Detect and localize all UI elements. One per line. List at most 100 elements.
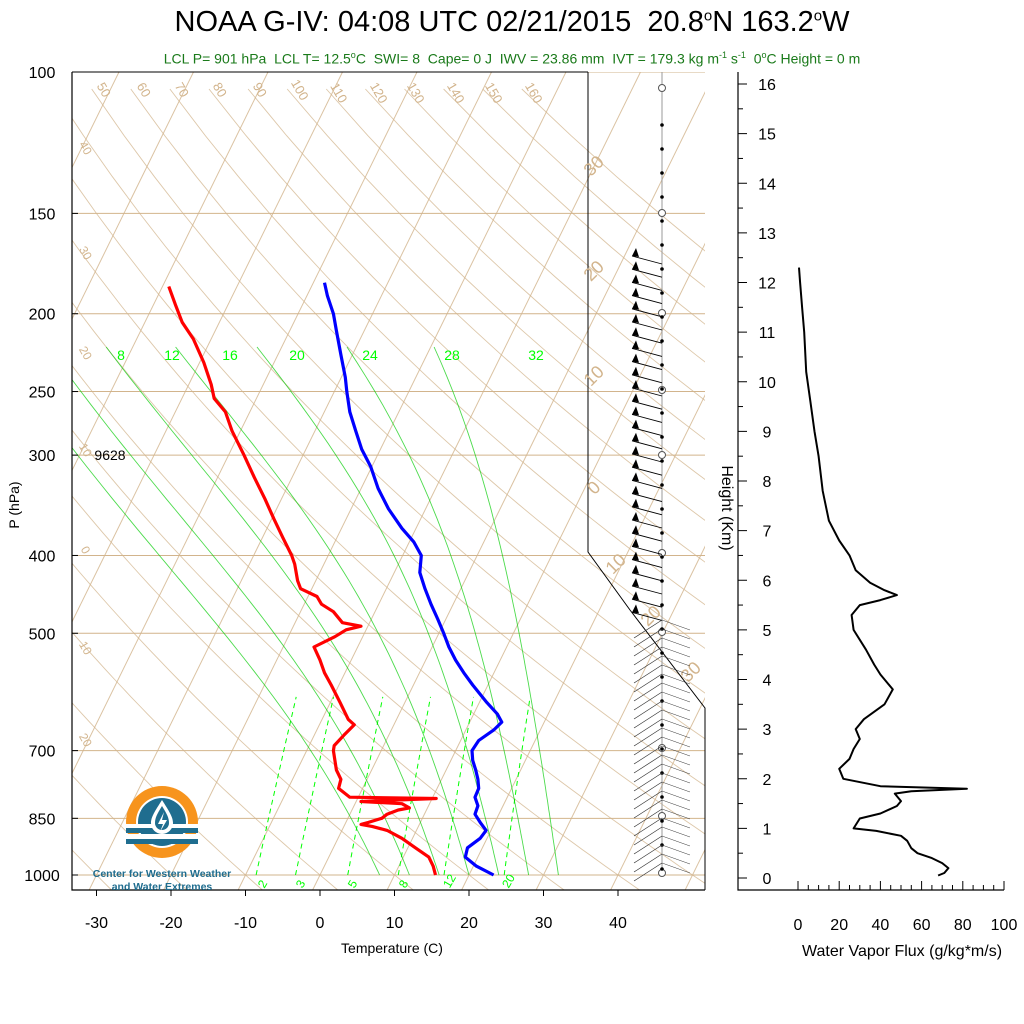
wind-barb-flag bbox=[632, 485, 639, 495]
wvf-x-tick-label: 80 bbox=[954, 917, 972, 934]
moist-adiabat bbox=[105, 346, 440, 876]
wind-barb bbox=[631, 347, 663, 357]
wind-barb-flag bbox=[632, 551, 639, 561]
wind-barb bbox=[661, 844, 691, 856]
logo-text-line-2: and Water Extremes bbox=[111, 881, 213, 893]
height-annotation: 9628 bbox=[94, 447, 125, 463]
dewpoint-profile bbox=[322, 282, 504, 877]
isotherm-label: 20 bbox=[76, 731, 95, 750]
height-tick-label: 6 bbox=[763, 573, 772, 590]
wind-barb bbox=[633, 781, 663, 801]
wind-barb bbox=[633, 763, 663, 783]
wind-barb bbox=[661, 691, 691, 703]
wind-barb bbox=[631, 453, 663, 463]
height-tick-label: 9 bbox=[763, 424, 772, 441]
wind-barb bbox=[633, 682, 663, 702]
barb-level-circle bbox=[658, 451, 666, 459]
temperature-profile bbox=[167, 285, 438, 876]
wind-barb bbox=[661, 745, 691, 757]
wind-barb-flag bbox=[632, 578, 639, 587]
isotherm-label: 20 bbox=[76, 344, 95, 363]
wind-barb bbox=[633, 637, 663, 657]
dry-adiabat-label: 160 bbox=[522, 80, 546, 106]
barb-level-dot bbox=[660, 603, 664, 607]
isotherm-label: 30 bbox=[580, 152, 608, 180]
wind-barb bbox=[631, 281, 663, 291]
height-axis-label: Height (Km) bbox=[718, 465, 735, 550]
wind-barb bbox=[631, 268, 663, 278]
wvf-frame bbox=[737, 72, 1004, 891]
mixing-ratio-label: 5 bbox=[345, 877, 361, 890]
mixing-ratio-label: 3 bbox=[293, 877, 309, 890]
isotherm-label: 0 bbox=[583, 477, 604, 498]
barb-level-circle bbox=[658, 84, 666, 92]
wind-barb-flag bbox=[632, 327, 639, 337]
wind-barb bbox=[633, 808, 663, 828]
barb-level-dot bbox=[660, 363, 664, 367]
x-axis-label: Temperature (C) bbox=[341, 940, 443, 956]
mixing-ratio-label: 32 bbox=[528, 347, 544, 363]
wind-barb bbox=[661, 700, 691, 712]
isotherm-line bbox=[312, 91, 705, 890]
wind-barb bbox=[631, 532, 663, 542]
chart-title: NOAA G-IV: 04:08 UTC 02/21/2015 20.8oN 1… bbox=[0, 6, 1024, 39]
barb-level-dot bbox=[660, 675, 664, 679]
wind-barb bbox=[633, 862, 663, 882]
y-axis-label: P (hPa) bbox=[6, 481, 22, 528]
mixing-ratio-label: 20 bbox=[289, 347, 305, 363]
wind-barb bbox=[633, 826, 663, 846]
barb-level-dot bbox=[660, 867, 664, 871]
barb-level-dot bbox=[660, 291, 664, 295]
height-tick-label: 1 bbox=[763, 821, 772, 838]
x-tick-label: -10 bbox=[234, 915, 257, 932]
barb-level-dot bbox=[660, 795, 664, 799]
mixing-ratio-label: 2 bbox=[255, 877, 271, 890]
title-lat-hemi: N bbox=[712, 6, 734, 38]
isotherm-line bbox=[461, 394, 705, 890]
swi-value: SWI= 8 bbox=[373, 50, 421, 67]
height-tick-label: 8 bbox=[763, 474, 772, 491]
wind-barb-flag bbox=[632, 393, 639, 403]
isotherm-line bbox=[684, 848, 705, 890]
dry-adiabat bbox=[72, 495, 490, 890]
wind-barb bbox=[631, 466, 663, 476]
wind-barb-flag bbox=[632, 406, 639, 416]
wind-barb-flag bbox=[632, 564, 639, 574]
skewt-frame bbox=[71, 72, 705, 891]
wind-barb bbox=[631, 255, 663, 265]
height-tick-label: 0 bbox=[763, 871, 772, 888]
barb-level-dot bbox=[660, 315, 664, 319]
barb-level-dot bbox=[660, 747, 664, 751]
wind-barb bbox=[661, 826, 691, 838]
wind-barb bbox=[661, 628, 691, 640]
barb-level-dot bbox=[660, 411, 664, 415]
isotherm-line bbox=[759, 35, 1024, 892]
y-tick-label: 1000 bbox=[24, 868, 60, 885]
dry-adiabat-label: 60 bbox=[134, 80, 154, 100]
dry-adiabat bbox=[72, 702, 264, 890]
y-tick-label: 250 bbox=[29, 385, 56, 402]
barb-level-dot bbox=[660, 267, 664, 271]
isotherm-label: 0 bbox=[78, 544, 94, 557]
x-tick-label: 40 bbox=[609, 915, 627, 932]
isotherm-line bbox=[610, 697, 705, 890]
x-tick-label: 0 bbox=[316, 915, 325, 932]
isotherm-label: 10 bbox=[580, 362, 608, 390]
dry-adiabat-label: 140 bbox=[444, 80, 468, 106]
barb-level-circle bbox=[658, 209, 666, 217]
mixing-ratio-line bbox=[347, 696, 384, 876]
dry-adiabat bbox=[404, 88, 705, 363]
wind-barb bbox=[661, 718, 691, 730]
iwv-value: IWV = 23.86 mm bbox=[499, 50, 605, 67]
barb-level-dot bbox=[660, 435, 664, 439]
isotherm-label: 20 bbox=[580, 257, 608, 285]
wind-barb bbox=[661, 664, 691, 676]
wind-barb bbox=[631, 400, 663, 410]
isotherm-line bbox=[535, 545, 705, 890]
dry-adiabat bbox=[247, 88, 705, 521]
wind-barb-flag bbox=[632, 419, 639, 429]
wind-barb bbox=[631, 361, 663, 371]
dry-adiabat bbox=[72, 117, 705, 740]
moist-adiabat bbox=[346, 346, 530, 876]
wind-barb bbox=[633, 646, 663, 666]
